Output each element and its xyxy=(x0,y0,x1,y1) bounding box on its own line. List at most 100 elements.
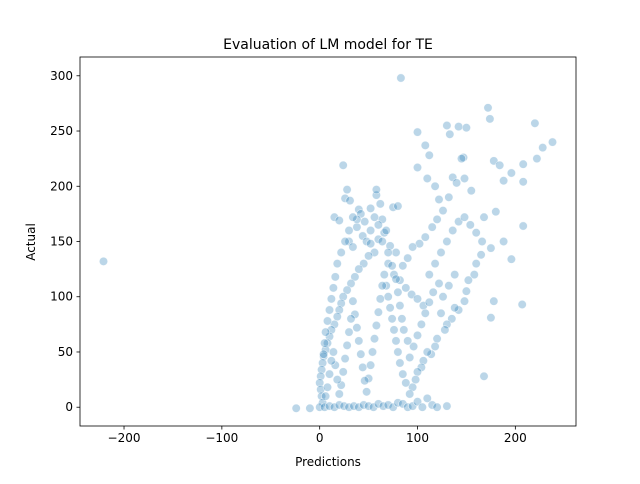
data-point xyxy=(324,369,334,379)
data-point xyxy=(367,347,377,357)
data-point xyxy=(409,341,419,351)
data-point xyxy=(432,214,442,224)
data-point xyxy=(466,186,476,196)
data-point xyxy=(316,371,326,381)
data-point xyxy=(450,270,460,280)
data-point xyxy=(471,259,481,269)
data-point xyxy=(420,308,430,318)
data-point xyxy=(401,378,411,388)
data-point xyxy=(318,358,328,368)
data-point xyxy=(436,308,446,318)
data-point xyxy=(416,319,426,329)
data-point xyxy=(373,399,383,409)
data-point xyxy=(430,259,440,269)
data-point xyxy=(332,312,342,322)
data-point xyxy=(389,325,399,335)
data-point xyxy=(461,286,471,296)
data-point xyxy=(399,325,409,335)
data-point xyxy=(438,206,448,216)
data-point xyxy=(379,270,389,280)
data-point xyxy=(479,371,489,381)
data-point xyxy=(350,272,360,282)
data-point xyxy=(411,375,421,385)
x-tick-label: −100 xyxy=(205,431,238,445)
data-point xyxy=(428,287,438,297)
data-point xyxy=(489,296,499,306)
data-point xyxy=(366,239,376,249)
data-point xyxy=(424,150,434,160)
data-point xyxy=(340,354,350,364)
data-point xyxy=(383,400,393,410)
data-point xyxy=(346,278,356,288)
data-point xyxy=(348,296,358,306)
data-point xyxy=(369,334,379,344)
data-point xyxy=(491,207,501,217)
data-point xyxy=(417,402,427,412)
data-point xyxy=(459,174,469,184)
data-point xyxy=(371,190,381,200)
data-point xyxy=(471,228,481,238)
data-point xyxy=(291,403,301,413)
data-point xyxy=(366,360,376,370)
data-point xyxy=(412,367,422,377)
data-points xyxy=(99,73,557,413)
data-point xyxy=(391,248,401,258)
data-point xyxy=(360,376,370,386)
data-point xyxy=(345,196,355,206)
data-point xyxy=(506,168,516,178)
x-tick-label: 100 xyxy=(406,431,429,445)
data-point xyxy=(354,264,364,274)
data-point xyxy=(483,103,493,113)
data-point xyxy=(499,237,509,247)
data-point xyxy=(412,127,422,137)
data-point xyxy=(383,248,393,258)
data-point xyxy=(360,217,370,227)
data-point xyxy=(305,403,315,413)
data-point xyxy=(324,305,334,315)
data-point xyxy=(338,160,348,170)
data-point xyxy=(334,216,344,226)
y-tick-label: 50 xyxy=(58,345,73,359)
data-point xyxy=(319,351,329,361)
data-point xyxy=(354,402,364,412)
data-point xyxy=(326,294,336,304)
data-point xyxy=(364,251,374,261)
data-point xyxy=(315,378,325,388)
data-point xyxy=(377,237,387,247)
data-point xyxy=(336,248,346,258)
data-point xyxy=(422,393,432,403)
data-point xyxy=(393,201,403,211)
data-point xyxy=(342,185,352,195)
data-point xyxy=(369,212,379,222)
data-point xyxy=(438,292,448,302)
data-point xyxy=(422,347,432,357)
x-tick-label: 0 xyxy=(316,431,324,445)
data-point xyxy=(405,352,415,362)
data-point xyxy=(375,294,385,304)
data-point xyxy=(329,402,339,412)
data-point xyxy=(354,336,364,346)
data-point xyxy=(397,314,407,324)
data-point xyxy=(442,121,452,131)
data-point xyxy=(450,303,460,313)
x-axis-label: Predictions xyxy=(295,455,361,469)
data-point xyxy=(328,347,338,357)
data-point xyxy=(442,319,452,329)
data-point xyxy=(393,287,403,297)
data-point xyxy=(461,123,471,133)
data-point xyxy=(398,369,408,379)
data-point xyxy=(340,193,350,203)
data-point xyxy=(434,195,444,205)
data-point xyxy=(442,401,452,411)
data-point xyxy=(476,250,486,260)
data-point xyxy=(459,212,469,222)
data-point xyxy=(424,270,434,280)
data-point xyxy=(326,325,336,335)
data-point xyxy=(319,349,329,359)
data-point xyxy=(322,382,332,392)
data-point xyxy=(440,325,450,335)
data-point xyxy=(422,174,432,184)
data-point xyxy=(434,278,444,288)
data-point xyxy=(479,212,489,222)
